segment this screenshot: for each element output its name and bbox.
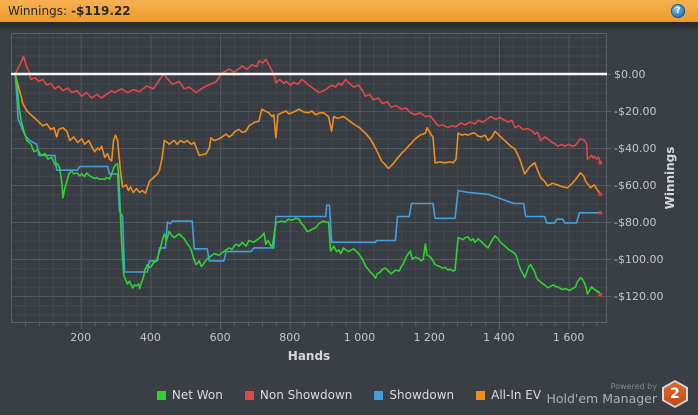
branding: Powered by Hold'em Manager 2: [546, 380, 688, 408]
series-line-non-showdown: [14, 55, 602, 164]
app-name-text: Hold'em Manager: [546, 390, 657, 406]
svg-text:1 200: 1 200: [413, 331, 445, 344]
badge-number: 2: [670, 386, 680, 402]
legend-label: Non Showdown: [259, 388, 353, 402]
series-end-marker: [598, 160, 603, 165]
x-tick-labels: 200 400 600 800 1 000 1 200 1 400 1 600: [70, 331, 584, 344]
legend-label: All-In EV: [491, 388, 542, 402]
svg-text:-$80.00: -$80.00: [614, 216, 656, 229]
legend-label: Showdown: [389, 388, 455, 402]
legend-item-non-showdown[interactable]: Non Showdown: [244, 388, 353, 402]
svg-text:1 600: 1 600: [553, 331, 585, 344]
net-won-swatch-icon: [156, 390, 166, 400]
y-axis-title: Winnings: [663, 147, 677, 210]
hm2-badge-icon: 2: [662, 380, 688, 408]
plot-area: [11, 33, 607, 323]
svg-text:600: 600: [210, 331, 231, 344]
series-line-showdown: [14, 73, 602, 273]
all-in-ev-swatch-icon: [476, 390, 486, 400]
svg-text:1 000: 1 000: [344, 331, 376, 344]
svg-text:1 400: 1 400: [483, 331, 515, 344]
svg-text:200: 200: [70, 331, 91, 344]
y-tick-labels: $0.00 -$20.00 -$40.00 -$60.00 -$80.00 -$100.0…: [614, 68, 663, 303]
series-line-all-in-ev: [14, 73, 602, 196]
non-showdown-swatch-icon: [244, 390, 254, 400]
winnings-value: -$119.22: [71, 4, 131, 18]
series-end-marker: [598, 192, 603, 197]
svg-text:400: 400: [140, 331, 161, 344]
legend-item-showdown[interactable]: Showdown: [374, 388, 454, 402]
svg-text:800: 800: [279, 331, 300, 344]
svg-text:-$20.00: -$20.00: [614, 105, 656, 118]
help-icon[interactable]: ?: [671, 4, 685, 18]
legend-item-all-in-ev[interactable]: All-In EV: [476, 388, 541, 402]
legend-item-net-won[interactable]: Net Won: [156, 388, 223, 402]
header-bar: Winnings: -$119.22 ?: [0, 0, 698, 22]
chart-panel: 200 400 600 800 1 000 1 200 1 400 1 600 $0.00 -$2…: [0, 22, 698, 415]
axis-ticks: [24, 74, 611, 329]
svg-text:-$40.00: -$40.00: [614, 142, 656, 155]
svg-text:-$60.00: -$60.00: [614, 179, 656, 192]
svg-text:$0.00: $0.00: [614, 68, 646, 81]
series-line-net-won: [14, 73, 602, 296]
series-end-marker: [598, 210, 603, 215]
svg-text:-$120.00: -$120.00: [614, 290, 663, 303]
chart-svg: 200 400 600 800 1 000 1 200 1 400 1 600 $0.00 -$2…: [11, 33, 677, 363]
plot-border: [11, 33, 607, 323]
powered-by-text: Powered by: [610, 381, 657, 391]
series-end-marker: [598, 292, 603, 297]
svg-text:-$100.00: -$100.00: [614, 253, 663, 266]
legend-label: Net Won: [171, 388, 223, 402]
chart-legend: Net Won Non Showdown Showdown All-In EV: [0, 388, 698, 402]
winnings-label: Winnings:: [8, 4, 67, 18]
x-axis-title: Hands: [288, 349, 330, 363]
showdown-swatch-icon: [374, 390, 384, 400]
